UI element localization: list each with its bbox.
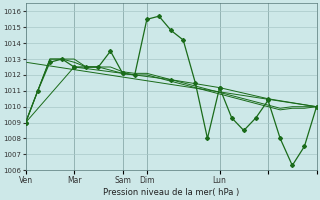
- X-axis label: Pression niveau de la mer( hPa ): Pression niveau de la mer( hPa ): [103, 188, 239, 197]
